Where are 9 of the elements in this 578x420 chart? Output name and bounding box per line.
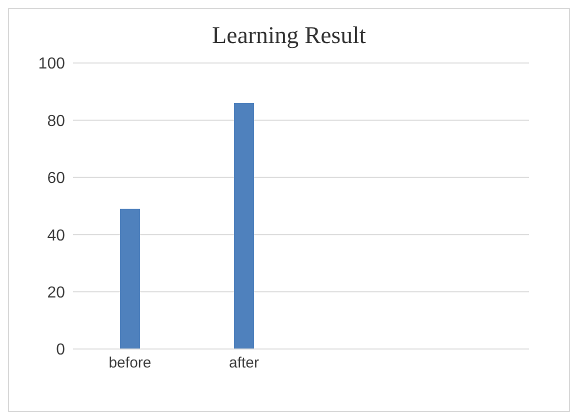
y-tick-label: 20 <box>47 284 66 302</box>
y-tick-label: 100 <box>38 56 66 73</box>
y-tick-label: 60 <box>47 170 66 188</box>
y-tick-label: 80 <box>47 112 66 130</box>
y-tick-label: 0 <box>56 342 66 359</box>
x-tick-label: after <box>228 354 260 372</box>
x-tick-label: before <box>108 354 152 372</box>
y-tick-label: 40 <box>47 227 66 244</box>
chart-title: Learning Result <box>211 23 367 50</box>
